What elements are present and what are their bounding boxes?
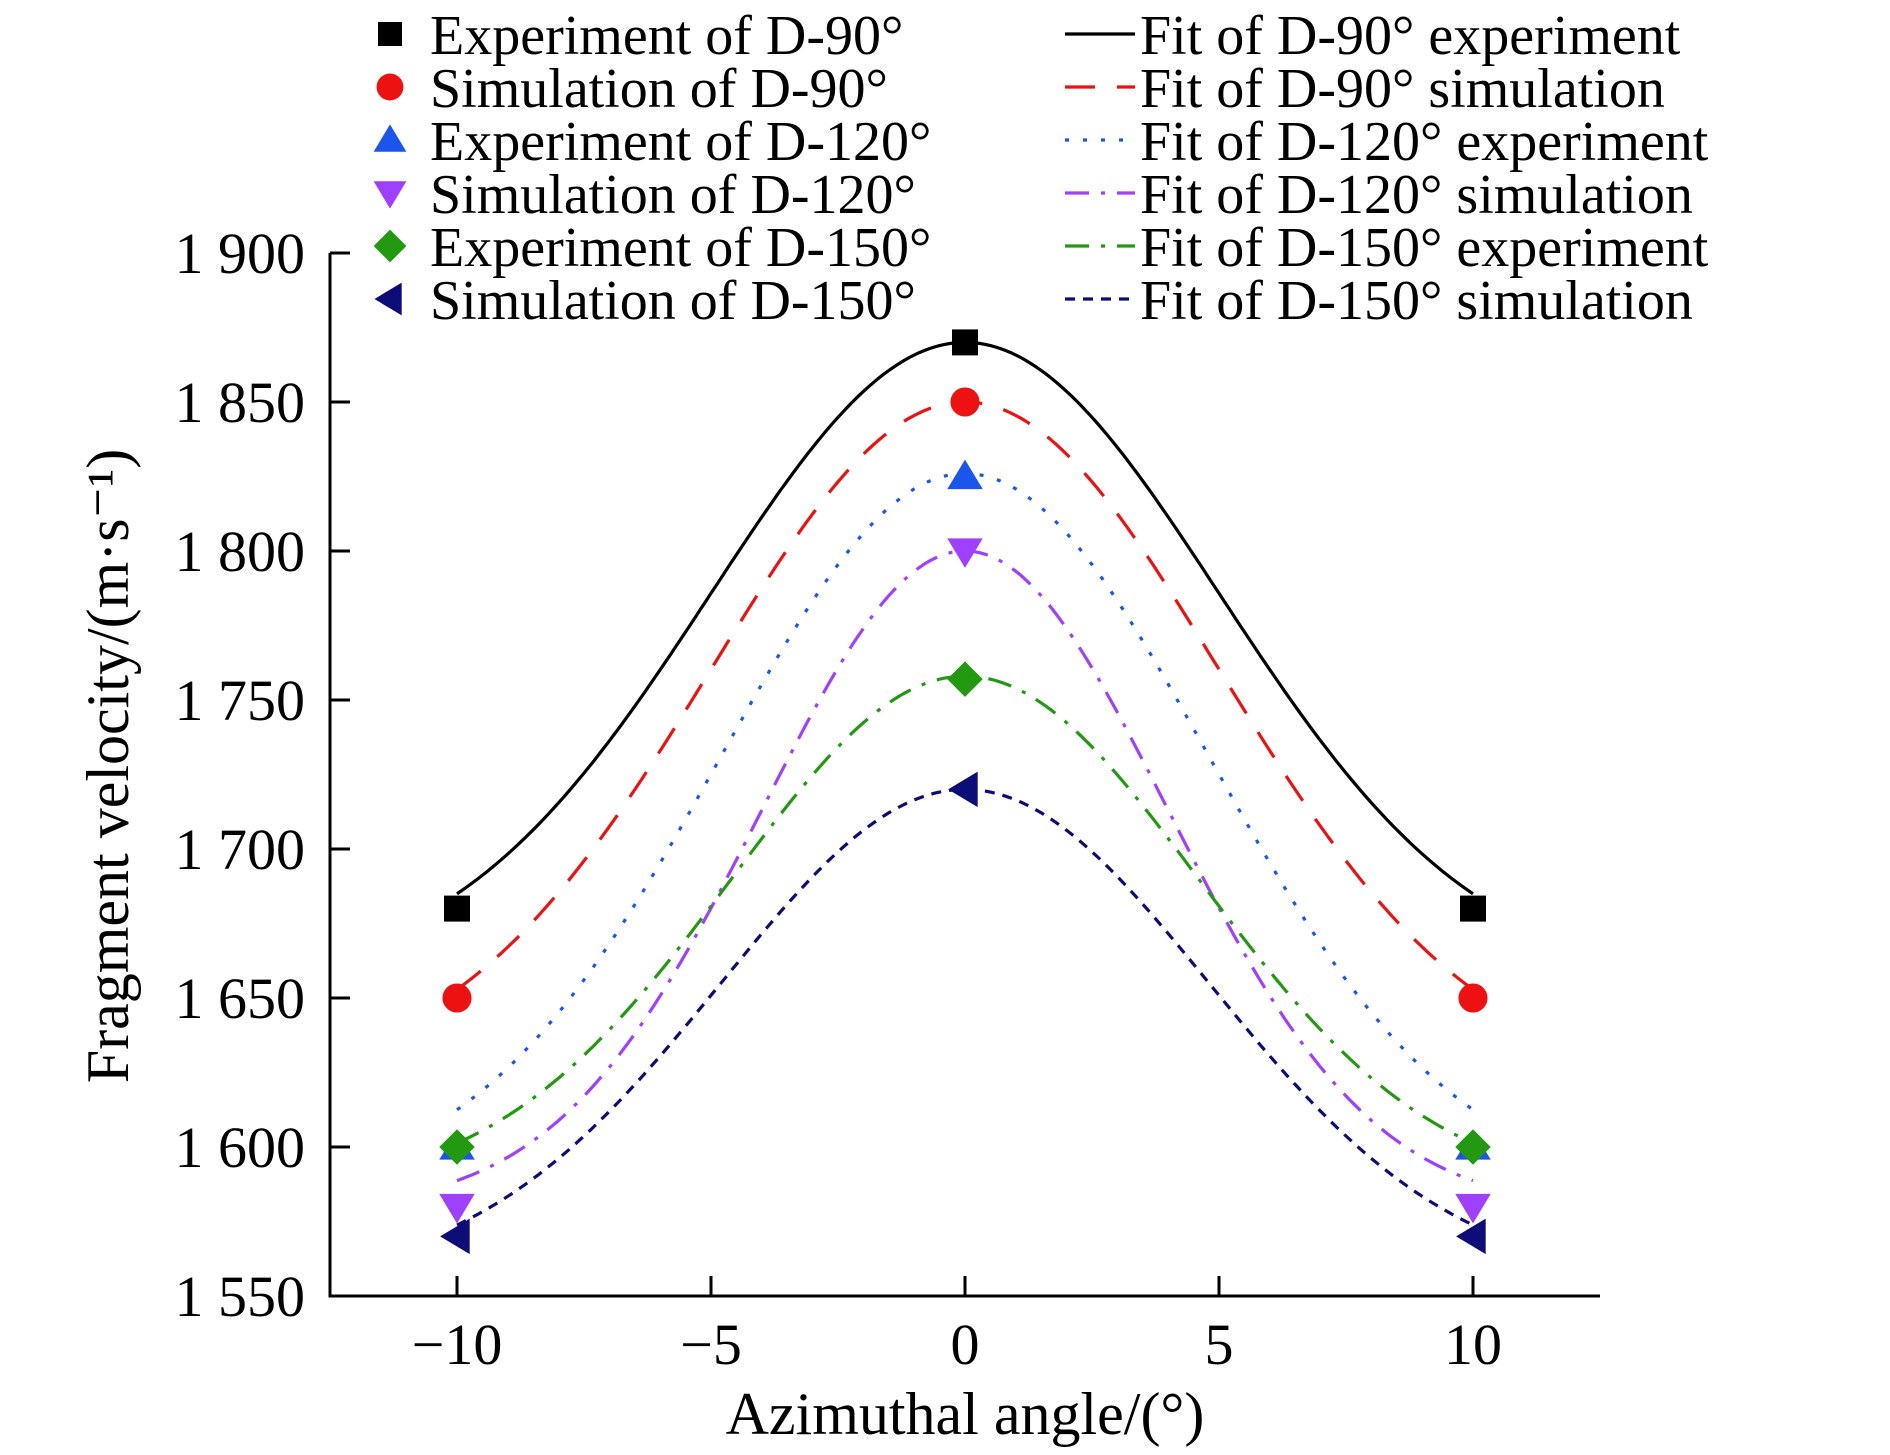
fit-line-fit-of-d-120deg-simulation (456, 549, 1474, 1183)
fit-line-fit-of-d-150deg-simulation (456, 787, 1474, 1227)
legend-label-simulation-of-d-120deg: Simulation of D-120° (430, 164, 916, 226)
legend-label-experiment-of-d-120deg: Experiment of D-120° (430, 111, 931, 173)
legend-label-simulation-of-d-150deg: Simulation of D-150° (430, 270, 916, 332)
legend-marker-simulation-of-d-150deg (374, 282, 402, 316)
y-tick-label: 1 800 (175, 519, 306, 584)
legend-label-simulation-of-d-90deg: Simulation of D-90° (430, 58, 888, 120)
ticks: −10 −5 0 5 10 1 550 1 600 1 650 1 700 1 750 1 800 1… (175, 221, 1503, 1377)
legend-label-fit-of-d-90deg-simulation: Fit of D-90° simulation (1140, 58, 1665, 120)
data-point-simulation-of-d-90deg (950, 387, 980, 417)
legend-label-experiment-of-d-150deg: Experiment of D-150° (430, 217, 931, 279)
y-tick-label: 1 700 (175, 817, 306, 882)
x-tick-label: −5 (680, 1312, 742, 1377)
data-point-experiment-of-d-90deg (952, 329, 978, 356)
data-point-simulation-of-d-120deg (947, 538, 983, 568)
y-tick-label: 1 550 (175, 1264, 306, 1329)
data-point-simulation-of-d-150deg (440, 1218, 470, 1255)
y-tick-label: 1 750 (175, 668, 306, 733)
data-point-experiment-of-d-150deg (1455, 1129, 1491, 1165)
legend-label-fit-of-d-90deg-experiment: Fit of D-90° experiment (1140, 5, 1681, 67)
legend-marker-simulation-of-d-90deg (376, 73, 404, 101)
data-markers (439, 329, 1491, 1255)
data-point-experiment-of-d-120deg (947, 459, 983, 490)
x-axis-label: Azimuthal angle/(°) (726, 1381, 1205, 1447)
data-point-simulation-of-d-120deg (439, 1193, 475, 1224)
legend-label-fit-of-d-120deg-experiment: Fit of D-120° experiment (1140, 111, 1709, 173)
legend-marker-experiment-of-d-90deg (378, 22, 402, 46)
y-tick-label: 1 600 (175, 1115, 306, 1180)
y-tick-label: 1 900 (175, 221, 306, 286)
data-point-experiment-of-d-90deg (444, 895, 470, 922)
legend-marker-experiment-of-d-120deg (373, 124, 407, 152)
legend-marker-simulation-of-d-120deg (373, 181, 407, 209)
y-tick-label: 1 650 (175, 966, 306, 1031)
data-point-simulation-of-d-120deg (1455, 1193, 1491, 1224)
x-tick-label: 0 (951, 1312, 980, 1377)
data-point-simulation-of-d-90deg (1458, 983, 1488, 1013)
fit-line-fit-of-d-150deg-experiment (456, 674, 1474, 1145)
legend-label-fit-of-d-150deg-simulation: Fit of D-150° simulation (1140, 270, 1693, 332)
data-point-experiment-of-d-90deg (1460, 895, 1486, 922)
data-point-simulation-of-d-150deg (948, 771, 978, 808)
x-tick-label: −10 (412, 1312, 503, 1377)
legend-label-fit-of-d-120deg-simulation: Fit of D-120° simulation (1140, 164, 1693, 226)
y-tick-label: 1 850 (175, 370, 306, 435)
data-point-simulation-of-d-150deg (1456, 1218, 1486, 1255)
data-point-simulation-of-d-90deg (442, 983, 472, 1013)
data-point-experiment-of-d-150deg (947, 661, 983, 697)
fit-line-fit-of-d-90deg-experiment (456, 340, 1474, 896)
legend: Experiment of D-90°Simulation of D-90°Ex… (373, 5, 1709, 332)
legend-marker-experiment-of-d-150deg (373, 229, 407, 263)
x-tick-label: 5 (1205, 1312, 1234, 1377)
data-point-experiment-of-d-150deg (439, 1129, 475, 1165)
legend-label-experiment-of-d-90deg: Experiment of D-90° (430, 5, 903, 67)
legend-label-fit-of-d-150deg-experiment: Fit of D-150° experiment (1140, 217, 1709, 279)
y-axis-label: Fragment velocity/(m·s⁻¹) (75, 449, 141, 1084)
x-tick-label: 10 (1444, 1312, 1502, 1377)
